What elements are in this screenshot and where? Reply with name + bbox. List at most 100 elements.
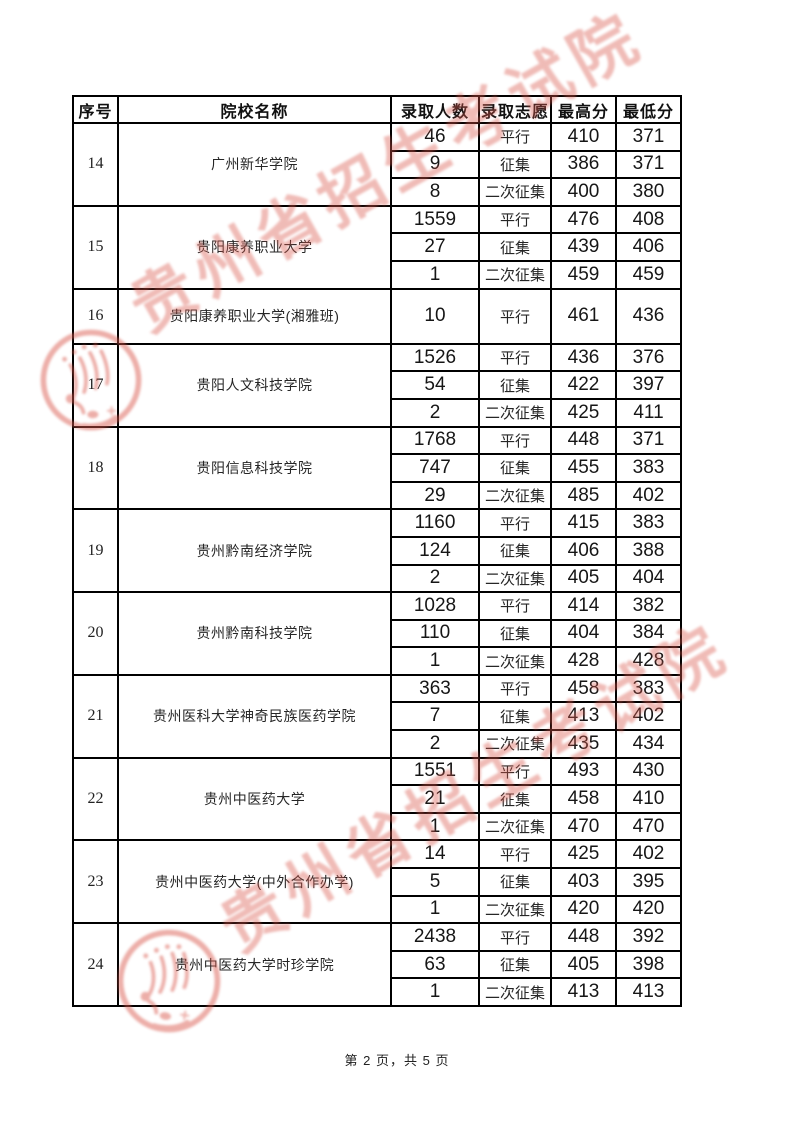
admitted-count-cell: 5	[390, 867, 480, 897]
admitted-count-cell: 1	[390, 259, 480, 290]
admitted-count-cell: 363	[390, 673, 480, 704]
serial-number-cell: 17	[72, 342, 119, 428]
min-score-cell: 388	[615, 535, 682, 566]
admitted-count-cell: 27	[390, 232, 480, 262]
wish-type-cell: 二次征集	[478, 729, 552, 759]
admitted-count-cell: 1	[390, 977, 480, 1007]
table-row: 21 贵州医科大学神奇民族医药学院 363 平行 458 383	[72, 673, 682, 759]
wish-type-cell: 平行	[478, 204, 552, 235]
admitted-count-cell: 124	[390, 535, 480, 566]
admitted-count-cell: 1028	[390, 591, 480, 621]
wish-type-cell: 征集	[478, 618, 552, 649]
max-score-cell: 410	[550, 122, 617, 152]
school-name-cell: 贵阳人文科技学院	[117, 342, 392, 428]
max-score-cell: 455	[550, 453, 617, 483]
column-header: 录取志愿	[478, 95, 552, 124]
wish-type-cell: 平行	[478, 839, 552, 870]
max-score-cell: 439	[550, 232, 617, 262]
max-score-cell: 405	[550, 949, 617, 980]
max-score-cell: 406	[550, 535, 617, 566]
wish-type-cell: 二次征集	[478, 894, 552, 925]
admitted-count-cell: 1	[390, 894, 480, 925]
table-row: 747 征集 455 383	[73, 453, 682, 483]
column-header: 最高分	[550, 95, 617, 124]
max-score-cell: 420	[550, 894, 617, 925]
table-row: 19 贵州黔南经济学院 1160 平行 415 383	[72, 508, 682, 594]
column-header: 录取人数	[390, 95, 480, 124]
table-row: 16 贵阳康养职业大学(湘雅班) 10 平行 461 436	[72, 287, 682, 345]
max-score-cell: 476	[550, 204, 617, 235]
serial-number-cell: 19	[72, 508, 119, 594]
table-row: 5 征集 403 395	[73, 867, 682, 897]
min-score-cell: 406	[615, 232, 682, 262]
admitted-count-cell: 63	[390, 949, 480, 980]
min-score-cell: 384	[615, 618, 682, 649]
admitted-count-cell: 7	[390, 701, 480, 732]
school-name-cell: 广州新华学院	[117, 122, 392, 207]
max-score-cell: 405	[550, 563, 617, 594]
min-score-cell: 395	[615, 867, 682, 897]
min-score-cell: 428	[615, 646, 682, 676]
max-score-cell: 448	[550, 922, 617, 952]
table-row: 8 二次征集 400 380	[73, 177, 682, 207]
min-score-cell: 470	[615, 811, 682, 842]
table-row: 1 二次征集 420 420	[73, 894, 682, 925]
wish-type-cell: 二次征集	[478, 811, 552, 842]
wish-type-cell: 征集	[478, 535, 552, 566]
table-header-row: 序号 院校名称 录取人数 录取志愿 最高分 最低分	[72, 95, 682, 124]
admitted-count-cell: 9	[390, 149, 480, 180]
min-score-cell: 383	[615, 453, 682, 483]
wish-type-cell: 二次征集	[478, 480, 552, 511]
table-row: 9 征集 386 371	[73, 149, 682, 180]
serial-number-cell: 24	[72, 922, 119, 1007]
admitted-count-cell: 2	[390, 563, 480, 594]
wish-type-cell: 征集	[478, 453, 552, 483]
min-score-cell: 376	[615, 342, 682, 373]
max-score-cell: 404	[550, 618, 617, 649]
max-score-cell: 448	[550, 425, 617, 456]
wish-type-cell: 平行	[478, 342, 552, 373]
min-score-cell: 402	[615, 701, 682, 732]
max-score-cell: 485	[550, 480, 617, 511]
min-score-cell: 459	[615, 259, 682, 290]
min-score-cell: 402	[615, 839, 682, 870]
wish-type-cell: 平行	[478, 508, 552, 538]
min-score-cell: 404	[615, 563, 682, 594]
min-score-cell: 436	[615, 287, 682, 345]
wish-type-cell: 二次征集	[478, 259, 552, 290]
table-row: 2 二次征集 425 411	[73, 397, 682, 428]
min-score-cell: 392	[615, 922, 682, 952]
max-score-cell: 493	[550, 756, 617, 787]
admitted-count-cell: 1559	[390, 204, 480, 235]
serial-number-cell: 21	[72, 673, 119, 759]
school-name-cell: 贵州中医药大学	[117, 756, 392, 842]
table-row: 2 二次征集 405 404	[73, 563, 682, 594]
max-score-cell: 413	[550, 701, 617, 732]
page-number: 第 2 页，共 5 页	[344, 1053, 450, 1068]
admitted-count-cell: 10	[390, 287, 480, 345]
serial-number-cell: 15	[72, 204, 119, 290]
admitted-count-cell: 110	[390, 618, 480, 649]
serial-number-cell: 14	[72, 122, 119, 207]
table-row: 7 征集 413 402	[73, 701, 682, 732]
wish-type-cell: 征集	[478, 370, 552, 400]
column-header: 最低分	[615, 95, 682, 124]
wish-type-cell: 平行	[478, 673, 552, 704]
wish-type-cell: 二次征集	[478, 177, 552, 207]
wish-type-cell: 二次征集	[478, 397, 552, 428]
min-score-cell: 371	[615, 122, 682, 152]
min-score-cell: 380	[615, 177, 682, 207]
min-score-cell: 383	[615, 508, 682, 538]
min-score-cell: 434	[615, 729, 682, 759]
max-score-cell: 459	[550, 259, 617, 290]
school-name-cell: 贵州中医药大学(中外合作办学)	[117, 839, 392, 925]
admitted-count-cell: 2438	[390, 922, 480, 952]
serial-number-cell: 16	[72, 287, 119, 345]
table-row: 24 贵州中医药大学时珍学院 2438 平行 448 392	[72, 922, 682, 1007]
wish-type-cell: 平行	[478, 287, 552, 345]
max-score-cell: 422	[550, 370, 617, 400]
table-row: 1 二次征集 459 459	[73, 259, 682, 290]
school-name-cell: 贵阳康养职业大学(湘雅班)	[117, 287, 392, 345]
max-score-cell: 413	[550, 977, 617, 1007]
